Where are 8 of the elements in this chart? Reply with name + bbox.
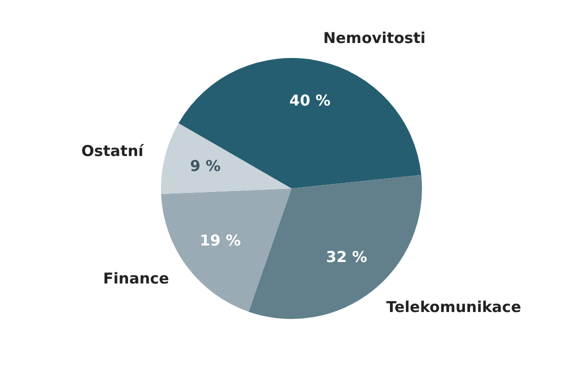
slice-label: Nemovitosti xyxy=(323,29,426,48)
slice-label: Telekomunikace xyxy=(386,298,522,316)
slice-label: Ostatní xyxy=(81,142,144,160)
data-label: 9 % xyxy=(190,157,221,176)
data-label: 40 % xyxy=(289,92,331,110)
data-label: 32 % xyxy=(326,248,368,266)
slice-label: Finance xyxy=(103,269,170,288)
data-label: 19 % xyxy=(200,231,241,250)
